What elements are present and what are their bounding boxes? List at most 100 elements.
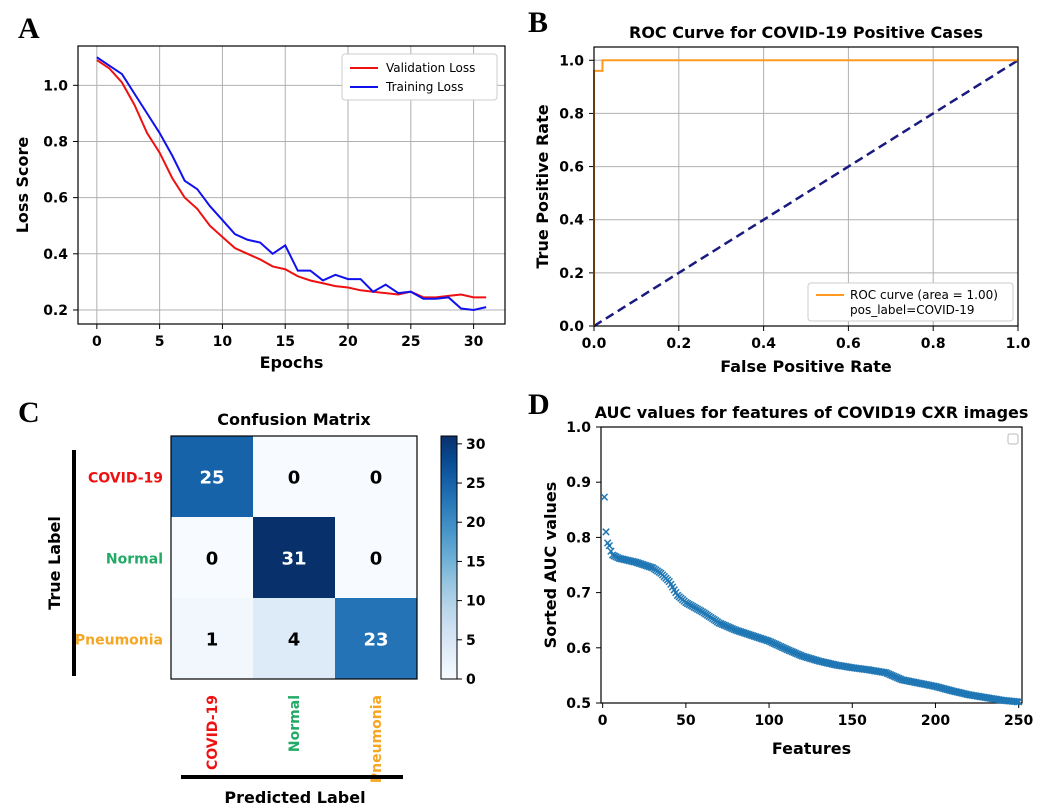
y-tick-label: 0.2 [559, 266, 584, 282]
y-tick-label: 1.0 [559, 53, 584, 69]
y-tick-label: 0.8 [559, 106, 584, 122]
column-label: Normal [287, 695, 303, 752]
scatter-point [602, 528, 610, 536]
matrix-cell-value: 25 [199, 468, 224, 489]
x-tick-label: 0.2 [666, 336, 691, 352]
y-axis-label: True Positive Rate [533, 104, 552, 268]
row-label: Normal [106, 552, 163, 568]
x-axis-label: False Positive Rate [720, 357, 892, 376]
x-tick-label: 0 [92, 334, 102, 350]
y-tick-label: 1.0 [43, 78, 68, 94]
x-axis-label: Features [772, 739, 851, 758]
legend-box [341, 53, 498, 101]
matrix-cell [253, 598, 335, 679]
y-tick-label: 0.7 [566, 586, 591, 602]
matrix-cell-value: 0 [206, 549, 219, 570]
legend-entry: Validation Loss [386, 61, 475, 75]
panel-letter-a: A [18, 12, 40, 45]
legend-entry: pos_label=COVID-19 [850, 303, 975, 317]
y-tick-label: 0.6 [566, 641, 591, 657]
x-tick-label: 5 [155, 334, 165, 350]
y-tick-label: 0.2 [43, 303, 68, 319]
y-tick-label: 0.6 [559, 160, 584, 176]
matrix-cell-value: 23 [363, 630, 388, 651]
y-tick-label: 0.8 [566, 530, 591, 546]
chart-title: ROC Curve for COVID-19 Positive Cases [629, 23, 983, 42]
column-label: COVID-19 [205, 695, 221, 770]
x-tick-label: 200 [921, 713, 950, 729]
x-axis-label: Epochs [260, 353, 324, 372]
legend-entry: ROC curve (area = 1.00) [850, 288, 998, 302]
x-tick-label: 150 [838, 713, 867, 729]
plot-frame [593, 46, 1019, 327]
plot-frame [600, 426, 1023, 704]
row-label: Pneumonia [75, 633, 163, 649]
y-axis-label: Sorted AUC values [541, 482, 560, 649]
scatter-point [1013, 698, 1021, 706]
x-tick-label: 30 [464, 334, 484, 350]
y-tick-label: 0.0 [559, 319, 584, 335]
matrix-cell [171, 598, 253, 679]
x-tick-label: 100 [754, 713, 783, 729]
series-line-validation-loss [96, 59, 487, 299]
panel-b-roc-chart: 0.0 0.2 0.4 0.6 0.8 1.0 0.0 0.2 0.4 0.6 0.8 1.0 ROC … [533, 23, 1031, 376]
matrix-cell-value: 0 [288, 468, 301, 489]
x-tick-label: 20 [338, 334, 358, 350]
x-tick-label: 0.8 [921, 336, 946, 352]
matrix-cell [335, 436, 417, 517]
colorbar-tick-label: 25 [466, 476, 485, 492]
x-tick-label: 0.6 [836, 336, 861, 352]
plot-frame [77, 45, 506, 325]
legend-entry: Training Loss [385, 80, 463, 94]
y-tick-label: 0.4 [559, 213, 584, 229]
matrix-cell [171, 436, 253, 517]
matrix-cell-value: 0 [370, 468, 383, 489]
y-tick-label: 0.4 [43, 247, 68, 263]
panel-letter-b: B [528, 6, 548, 39]
matrix-cell [253, 517, 335, 598]
legend-box [1007, 433, 1019, 445]
chart-title: Confusion Matrix [217, 410, 371, 429]
colorbar-tick-label: 15 [466, 554, 485, 570]
matrix-cell-value: 1 [206, 630, 219, 651]
x-tick-label: 15 [275, 334, 294, 350]
chart-title: AUC values for features of COVID19 CXR i… [595, 403, 1029, 422]
row-label: COVID-19 [88, 471, 163, 487]
y-tick-label: 0.5 [566, 696, 591, 712]
matrix-cell-value: 4 [288, 630, 301, 651]
y-tick-label: 0.9 [566, 475, 591, 491]
panel-a-loss-chart: 0 5 10 15 20 25 30 0.2 0.4 0.6 0.8 1.0 Validation Lo… [13, 45, 506, 372]
y-tick-label: 0.6 [43, 191, 68, 207]
scatter-point [605, 541, 614, 550]
x-tick-label: 0.4 [751, 336, 776, 352]
panel-c-confusion-matrix: 25 0 0 0 31 0 1 4 23 Confusion Matrix COVID-19 COVI… [45, 410, 486, 807]
x-tick-label: 10 [213, 334, 233, 350]
colorbar-tick-label: 10 [466, 594, 486, 610]
y-axis-label: True Label [45, 516, 64, 610]
matrix-cell-value: 31 [281, 549, 306, 570]
matrix-cell [171, 517, 253, 598]
matrix-cell [335, 598, 417, 679]
x-tick-label: 0 [598, 713, 608, 729]
series-line-training-loss [96, 56, 487, 311]
y-axis-label: Loss Score [13, 137, 32, 234]
matrix-frame [170, 435, 418, 680]
colorbar-tick-label: 20 [466, 515, 486, 531]
x-tick-label: 25 [401, 334, 420, 350]
matrix-cell [253, 436, 335, 517]
panel-letter-d: D [528, 388, 550, 421]
legend-box [807, 282, 1014, 322]
scatter-point [600, 493, 609, 501]
scatter-point [1014, 698, 1023, 706]
x-tick-label: 0.0 [582, 336, 607, 352]
colorbar [440, 435, 458, 680]
panel-letter-c: C [18, 396, 40, 429]
matrix-cell-value: 0 [370, 549, 383, 570]
x-axis-label: Predicted Label [224, 788, 365, 807]
y-tick-label: 0.8 [43, 134, 68, 150]
matrix-cell [335, 517, 417, 598]
x-tick-label: 250 [1004, 713, 1033, 729]
colorbar-tick-label: 30 [466, 437, 486, 453]
